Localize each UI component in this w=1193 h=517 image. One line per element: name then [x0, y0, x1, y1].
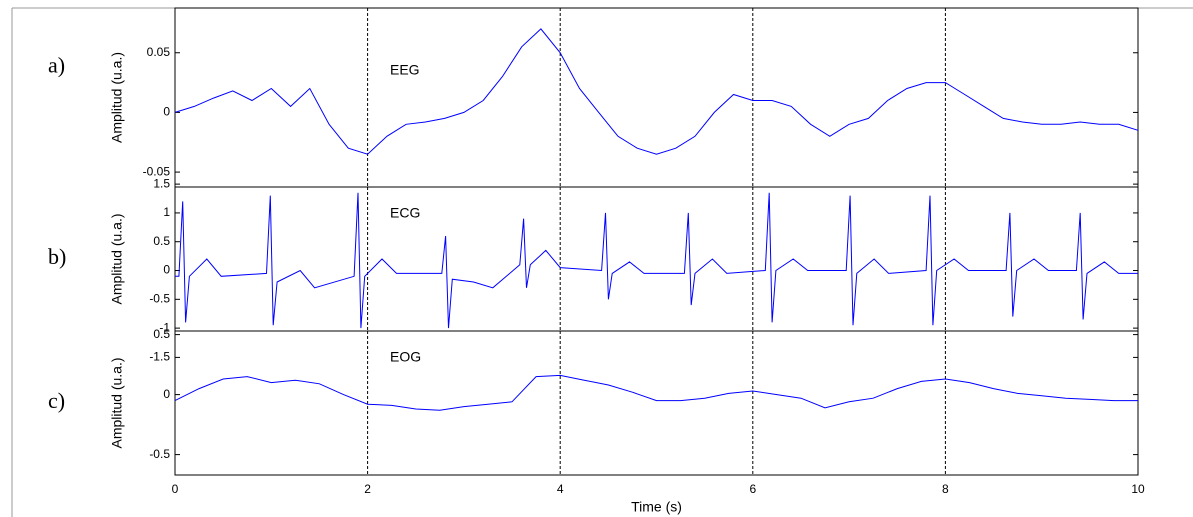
- axes-box: [174, 330, 1139, 476]
- y-tick-label: 0.5: [153, 327, 170, 341]
- axes-box: [174, 7, 1139, 188]
- y-tick-label: 0.5: [153, 234, 170, 248]
- x-tick-label: 0: [172, 482, 179, 496]
- y-tick-label: -0.5: [149, 447, 170, 461]
- panel-title: EEG: [390, 62, 420, 78]
- y-axis-label: Amplitud (u.a.): [109, 213, 125, 304]
- y-tick-label: 0: [163, 105, 170, 119]
- panel-label: b): [48, 244, 66, 269]
- axes-box: [174, 186, 1139, 332]
- x-tick-label: 10: [1131, 482, 1145, 496]
- y-tick-label: -0.05: [143, 164, 171, 178]
- y-tick-label: 0: [163, 263, 170, 277]
- signal-line: [174, 374, 1138, 411]
- y-tick-label: -1: [159, 320, 170, 334]
- signal-line: [175, 192, 1138, 329]
- x-tick-label: 2: [364, 482, 371, 496]
- x-axis-label: Time (s): [631, 499, 682, 515]
- y-tick-label: 0.05: [147, 45, 171, 59]
- y-tick-label: -0.5: [149, 291, 170, 305]
- x-tick-label: 4: [557, 482, 564, 496]
- x-tick-label: 8: [942, 482, 949, 496]
- y-tick-label: 0: [163, 387, 170, 401]
- panel-title: EOG: [390, 349, 421, 365]
- y-tick-label: -1.5: [149, 350, 170, 364]
- panel-title: ECG: [390, 205, 420, 221]
- panel-label: a): [48, 53, 65, 78]
- panel-label: c): [48, 388, 65, 413]
- y-axis-label: Amplitud (u.a.): [109, 357, 125, 448]
- x-tick-label: 6: [749, 482, 756, 496]
- y-axis-label: Amplitud (u.a.): [109, 52, 125, 143]
- signal-line: [174, 28, 1139, 155]
- y-tick-label: 1.5: [153, 176, 170, 190]
- y-tick-label: 1: [163, 205, 170, 219]
